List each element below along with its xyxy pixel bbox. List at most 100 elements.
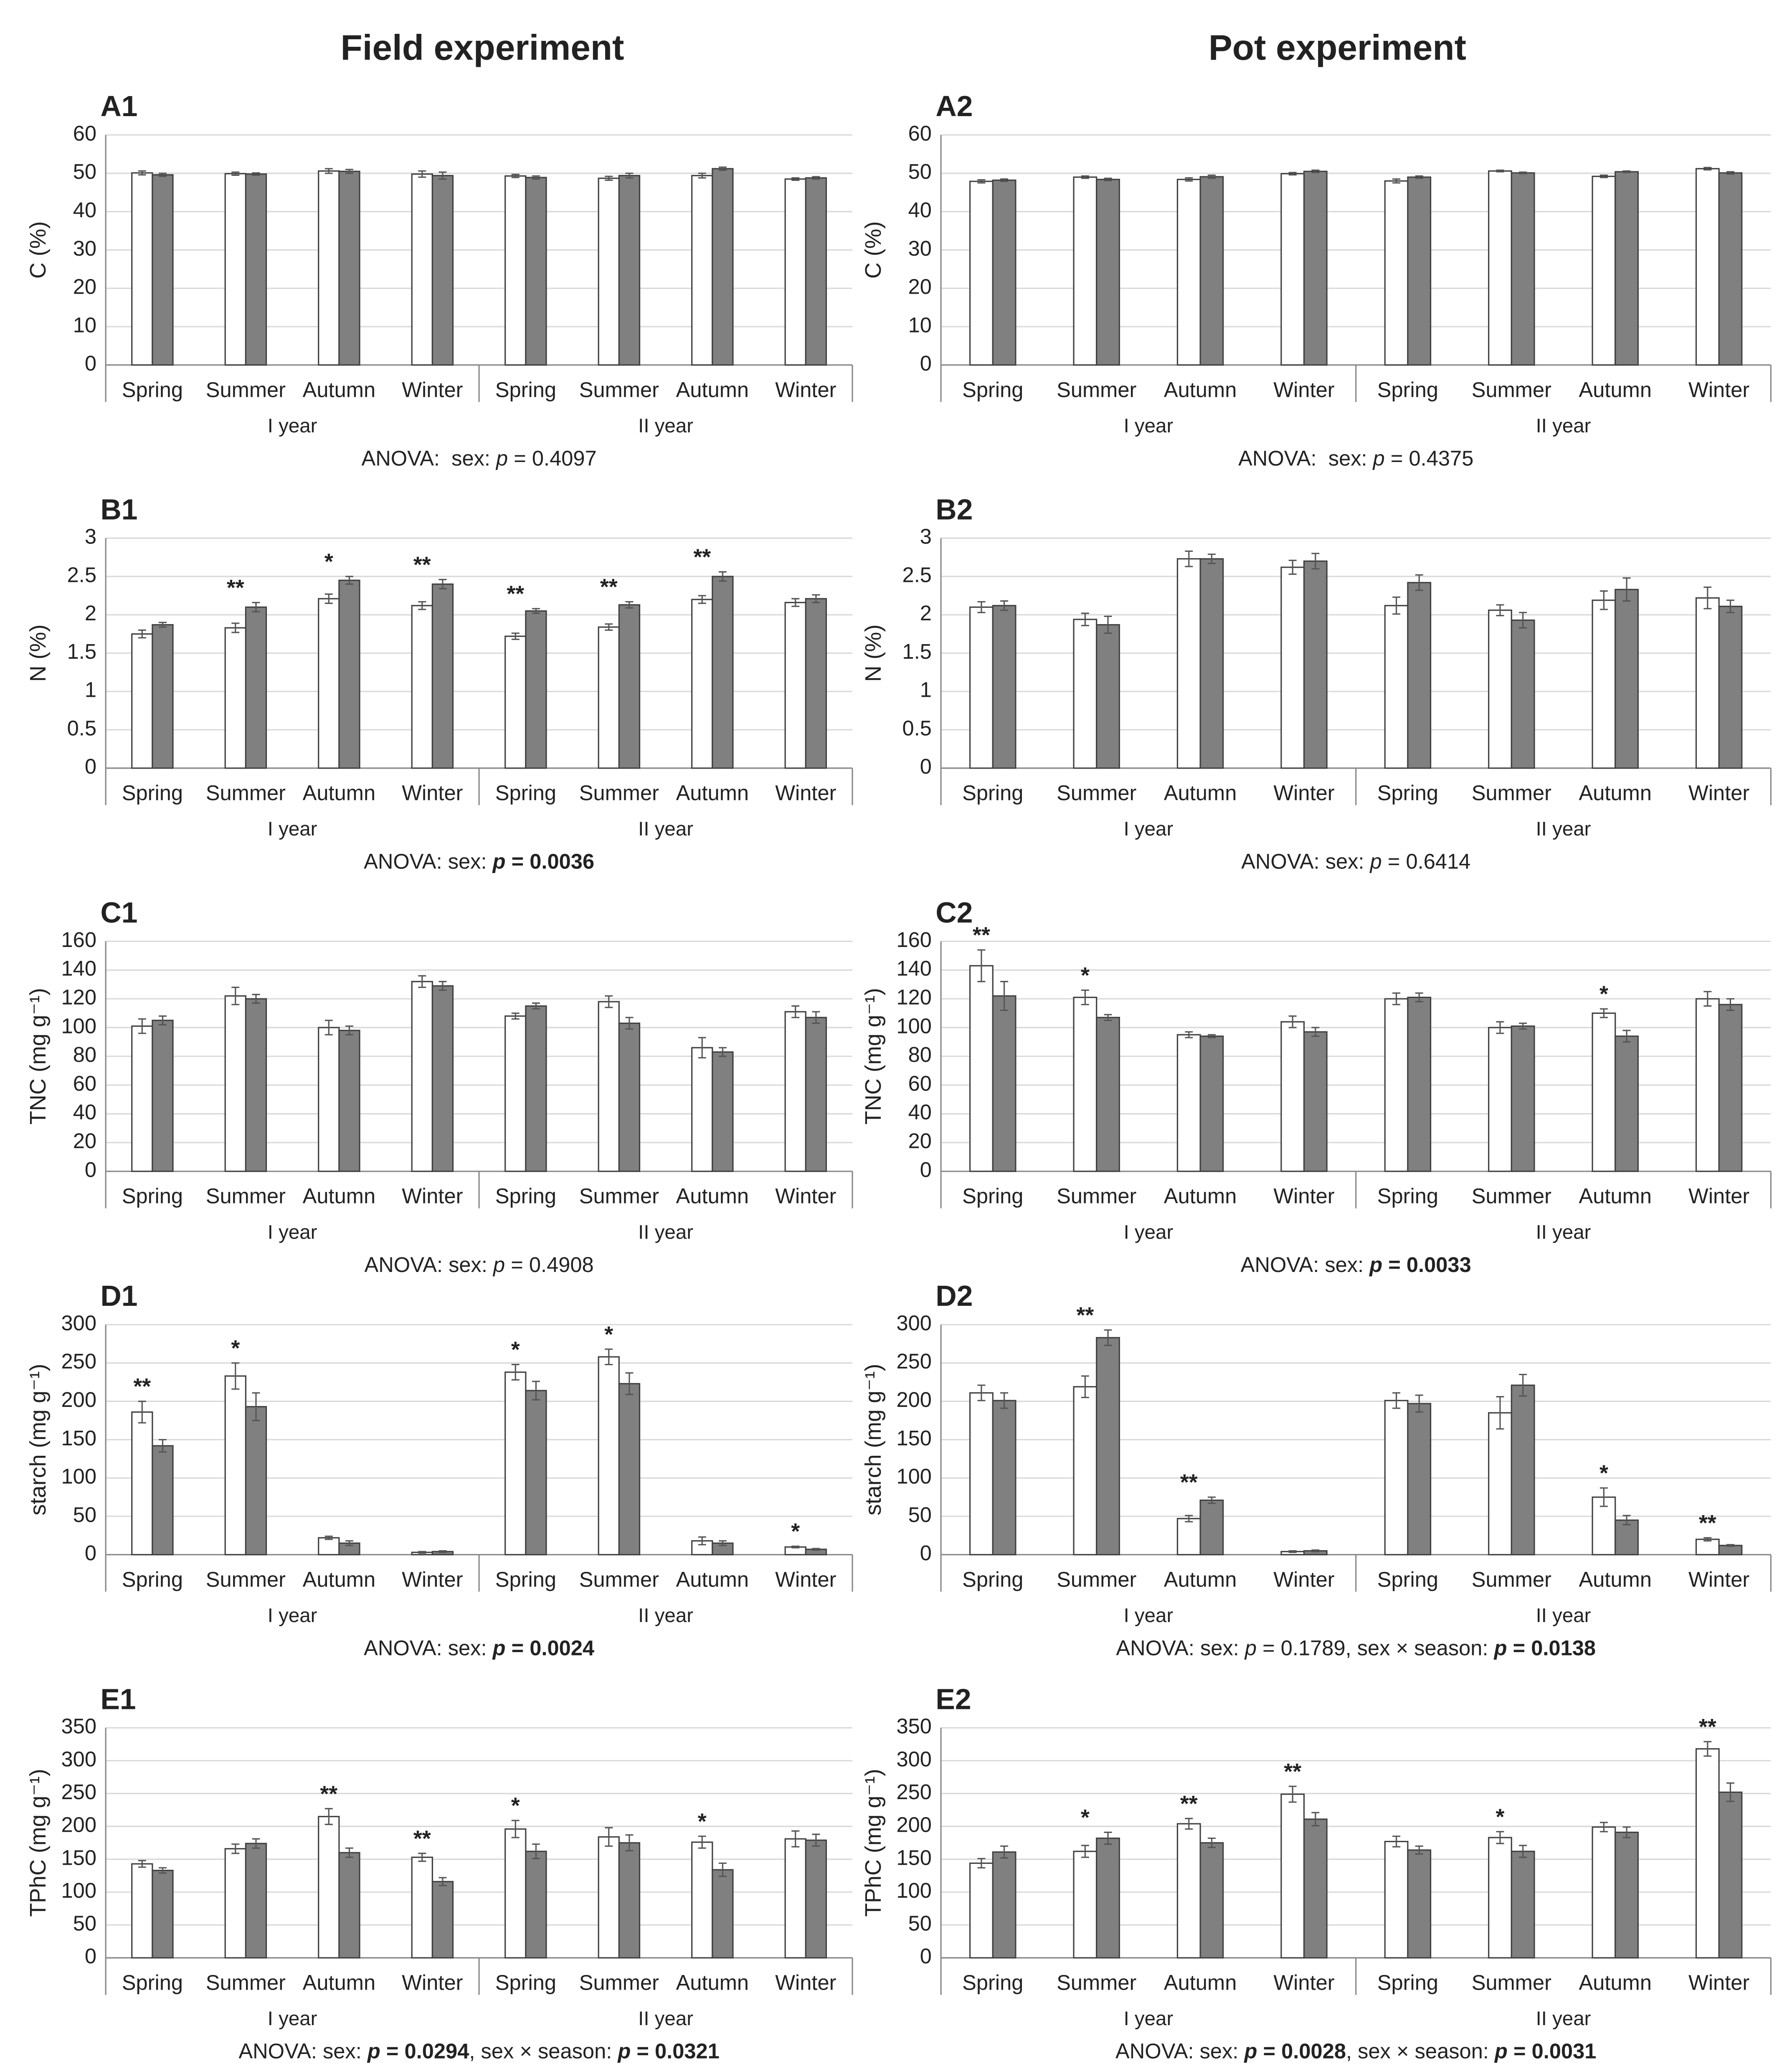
significance-mark: ** xyxy=(1180,1791,1198,1816)
y-tick-label: 250 xyxy=(896,1349,931,1373)
bar xyxy=(1303,1031,1328,1172)
error-bar xyxy=(625,601,634,609)
bar xyxy=(525,610,547,769)
bar xyxy=(1199,1035,1224,1172)
x-tick-label: Spring xyxy=(495,1184,556,1208)
error-bar xyxy=(605,623,613,631)
panel-label: C2 xyxy=(935,896,973,929)
bar xyxy=(224,173,246,366)
error-bar xyxy=(231,986,240,1005)
y-tick-label: 0.5 xyxy=(902,716,932,740)
x-tick-label: Autumn xyxy=(1579,1567,1652,1591)
bar xyxy=(712,168,734,366)
significance-mark: ** xyxy=(693,545,711,570)
significance-mark: ** xyxy=(1180,1470,1198,1495)
error-bar xyxy=(812,594,820,604)
x-tick-label: Winter xyxy=(1273,378,1334,401)
bar xyxy=(1384,998,1409,1172)
anova: ANOVA: sex: p = 0.4375 xyxy=(1238,447,1473,470)
bar xyxy=(1384,180,1409,366)
bar xyxy=(1176,1034,1201,1172)
error-bar xyxy=(1081,1845,1089,1858)
error-bar xyxy=(605,995,613,1008)
bar xyxy=(784,602,806,769)
y-tick-label: 50 xyxy=(908,1912,932,1935)
anova-part: = 0.0028 xyxy=(1257,2039,1346,2063)
error-bar xyxy=(718,1540,727,1546)
error-bar xyxy=(532,1381,540,1401)
y-tick-label: 0 xyxy=(85,351,96,375)
x-tick-label: Autumn xyxy=(1579,1184,1652,1208)
bar xyxy=(1096,1837,1120,1959)
anova-part: p xyxy=(1369,850,1382,873)
error-bar xyxy=(1288,1785,1297,1803)
significance-mark: ** xyxy=(133,1374,151,1399)
anova-part: ANOVA: sex: xyxy=(364,1253,493,1277)
anova-part: p xyxy=(367,2039,380,2063)
bar xyxy=(691,1047,713,1172)
significance-mark: ** xyxy=(1076,1303,1094,1328)
bar xyxy=(1695,1538,1720,1556)
x-tick-label: Autumn xyxy=(676,378,749,401)
x-tick-label: Summer xyxy=(1472,1567,1551,1591)
y-tick-label: 100 xyxy=(896,1879,931,1902)
panel-label: A2 xyxy=(935,90,973,122)
x-tick-label: Winter xyxy=(402,781,463,805)
y-axis-label: starch (mg g⁻¹) xyxy=(25,1364,51,1516)
x-tick-label: Winter xyxy=(402,1184,463,1208)
error-bar xyxy=(1726,1544,1734,1547)
anova-part: ANOVA: sex: xyxy=(364,1636,493,1660)
bar xyxy=(338,1852,360,1959)
bar xyxy=(431,583,454,769)
error-bar xyxy=(1392,1835,1401,1848)
bar xyxy=(411,1856,433,1959)
error-bar xyxy=(977,601,986,613)
anova: ANOVA: sex: p = 0.4908 xyxy=(364,1253,593,1277)
error-bar xyxy=(625,1017,634,1030)
y-tick-label: 30 xyxy=(73,236,96,260)
x-tick-label: Spring xyxy=(495,1567,556,1591)
x-tick-label: Summer xyxy=(1472,1971,1551,1995)
error-bar xyxy=(231,1362,240,1390)
bar xyxy=(1407,997,1432,1172)
significance-mark: * xyxy=(1081,1805,1090,1830)
panel-label: B1 xyxy=(100,493,137,526)
bar xyxy=(1615,171,1639,366)
x-tick-label: Autumn xyxy=(303,1971,375,1995)
y-tick-label: 50 xyxy=(908,160,932,183)
bar xyxy=(152,1445,174,1556)
error-bar xyxy=(698,173,706,179)
error-bar xyxy=(1288,559,1297,575)
y-tick-label: 100 xyxy=(61,1879,96,1902)
bar xyxy=(411,605,433,769)
y-axis-label: N (%) xyxy=(25,625,51,682)
bar xyxy=(618,1383,641,1556)
y-tick-label: 20 xyxy=(73,1129,96,1153)
x-tick-label: Winter xyxy=(775,1971,836,1995)
bar xyxy=(131,1025,153,1172)
y-tick-label: 200 xyxy=(61,1813,96,1837)
x-tick-label: Summer xyxy=(1057,1184,1136,1208)
y-tick-label: 350 xyxy=(61,1714,96,1738)
x-tick-label: Winter xyxy=(1273,781,1334,805)
error-bar xyxy=(1703,167,1712,171)
x-tick-label: Summer xyxy=(206,1184,286,1208)
error-bar xyxy=(1104,1831,1112,1845)
error-bar xyxy=(1207,1837,1216,1848)
bar xyxy=(1592,599,1616,769)
error-bar xyxy=(1288,172,1297,176)
error-bar xyxy=(1081,612,1089,627)
y-tick-label: 0 xyxy=(85,1541,96,1565)
anova-part: = 0.0031 xyxy=(1508,2039,1597,2063)
x-tick-label: Winter xyxy=(1688,1184,1749,1208)
y-tick-label: 140 xyxy=(896,957,931,980)
x-tick-label: Summer xyxy=(579,378,659,401)
x-tick-label: Summer xyxy=(206,781,286,805)
error-bar xyxy=(791,1005,800,1018)
error-bar xyxy=(1496,169,1504,173)
anova-part: ANOVA: sex: xyxy=(1115,2039,1245,2063)
error-bar xyxy=(1081,1375,1089,1399)
bar xyxy=(712,1869,734,1959)
y-tick-label: 300 xyxy=(61,1311,96,1335)
bar xyxy=(1407,1403,1432,1556)
